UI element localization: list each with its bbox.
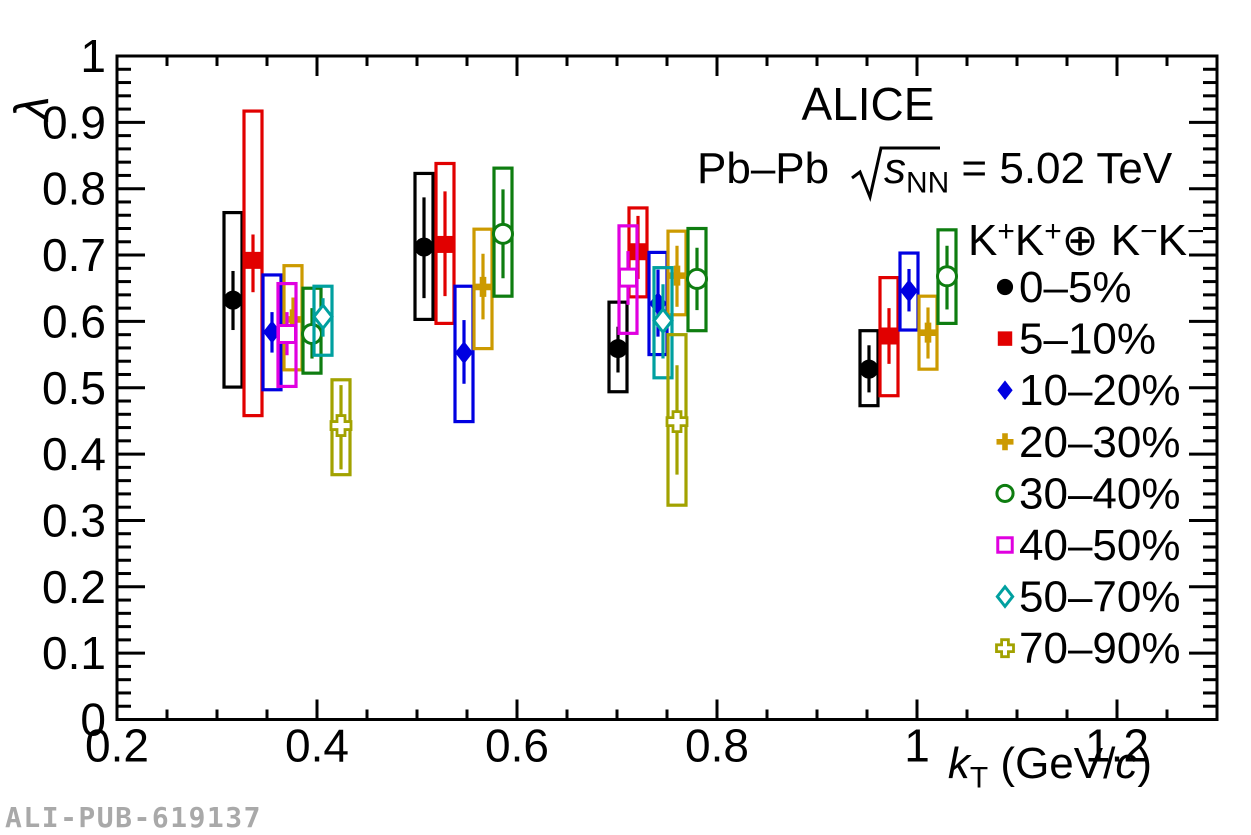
legend-label: 30–40% xyxy=(1019,469,1180,518)
data-point-0-0 xyxy=(223,290,243,310)
data-point-5-0 xyxy=(277,324,297,345)
data-point-0-1 xyxy=(414,237,434,257)
legend-marker-circle-0 xyxy=(996,278,1014,296)
x-tick-label: 0.6 xyxy=(485,720,549,772)
data-point-7-1 xyxy=(665,410,689,433)
y-tick-label: 0.5 xyxy=(42,362,106,414)
data-point-3-3 xyxy=(918,322,938,343)
data-point-2-3 xyxy=(900,279,918,303)
energy-label: sNN = 5.02 TeV xyxy=(884,144,1173,200)
data-point-6-0 xyxy=(312,302,334,331)
data-point-4-2 xyxy=(686,267,708,290)
y-tick-label: 0.1 xyxy=(42,627,106,679)
legend-marker-plus-7 xyxy=(995,638,1015,659)
data-point-4-0 xyxy=(301,323,323,346)
sys-box-6-0 xyxy=(312,284,334,357)
y-tick-label: 0.7 xyxy=(42,229,106,281)
legend-marker-square-5 xyxy=(996,536,1014,554)
data-point-7-0 xyxy=(329,414,353,437)
x-tick-label: 0.8 xyxy=(685,720,749,772)
x-tick-label: 0.4 xyxy=(285,720,349,772)
x-tick-label: 1.2 xyxy=(1085,720,1149,772)
y-tick-label: 0.6 xyxy=(42,295,106,347)
legend-marker-plus-3 xyxy=(996,433,1014,451)
y-tick-label: 0.4 xyxy=(42,428,106,480)
sys-box-1-0 xyxy=(242,109,264,418)
experiment-title: ALICE xyxy=(802,78,935,130)
data-point-1-3 xyxy=(880,327,898,345)
watermark: ALI-PUB-619137 xyxy=(5,801,263,834)
legend-label: 70–90% xyxy=(1019,624,1180,673)
data-point-3-1 xyxy=(473,276,493,297)
y-tick-label: 0 xyxy=(80,694,106,746)
legend-label: 10–20% xyxy=(1019,366,1180,415)
legend-label: 40–50% xyxy=(1019,521,1180,570)
legend-marker-diamond-2 xyxy=(997,380,1013,400)
y-tick-label: 0.2 xyxy=(42,561,106,613)
y-tick-label: 0.3 xyxy=(42,494,106,546)
y-tick-label: 0.9 xyxy=(42,96,106,148)
y-axis-title: λ xyxy=(6,96,59,123)
legend-label: 0–5% xyxy=(1019,263,1132,312)
data-point-5-1 xyxy=(618,267,638,288)
y-tick-label: 1 xyxy=(80,30,106,82)
data-point-1-1 xyxy=(436,235,454,253)
x-tick-label: 0.2 xyxy=(85,720,149,772)
x-axis-title: kT (GeV/c) xyxy=(948,739,1152,795)
data-point-0-2 xyxy=(608,339,628,359)
legend-marker-diamond-6 xyxy=(995,584,1015,609)
x-tick-label: 1 xyxy=(904,720,930,772)
data-point-3-2 xyxy=(667,265,687,286)
legend-marker-circle-4 xyxy=(995,483,1015,503)
data-point-0-3 xyxy=(859,359,879,379)
data-point-6-1 xyxy=(652,306,674,335)
sqrt-radical xyxy=(851,146,940,203)
y-tick-label: 0.8 xyxy=(42,163,106,215)
data-point-4-3 xyxy=(936,265,958,288)
legend-marker-square-1 xyxy=(997,331,1013,346)
legend-label: 5–10% xyxy=(1019,315,1156,364)
data-point-4-1 xyxy=(492,222,514,245)
data-point-1-0 xyxy=(244,251,262,269)
collision-system-label: Pb–Pb xyxy=(697,144,829,193)
legend-label: 50–70% xyxy=(1019,573,1180,622)
legend-header: K+K+⊕ K−K− xyxy=(968,215,1204,265)
data-point-2-1 xyxy=(455,341,473,365)
legend-label: 20–30% xyxy=(1019,418,1180,467)
data-point-3-0 xyxy=(283,309,303,330)
